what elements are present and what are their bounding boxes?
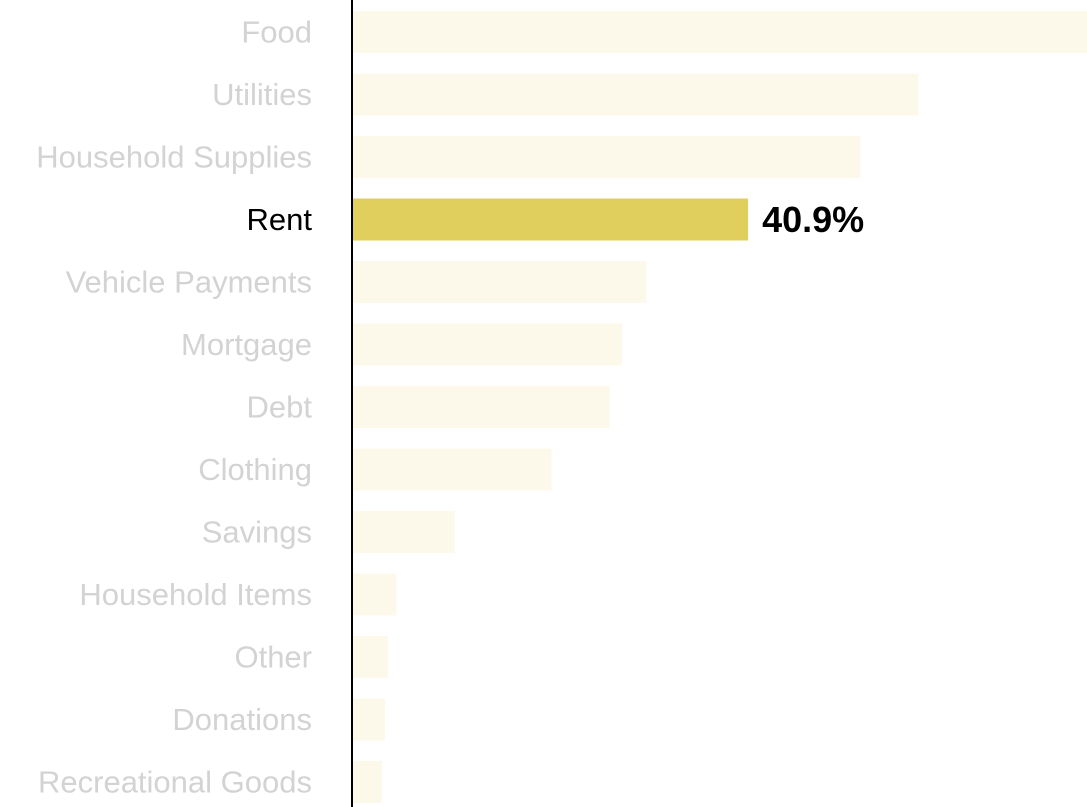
category-label-food: Food	[241, 15, 312, 50]
bar-household-supplies	[352, 136, 861, 178]
category-label-utilities: Utilities	[212, 77, 312, 112]
category-label-household-items: Household Items	[79, 577, 312, 612]
category-label-vehicle-payments: Vehicle Payments	[66, 265, 312, 300]
bar-vehicle-payments	[352, 261, 647, 303]
category-label-savings: Savings	[202, 515, 312, 550]
category-label-mortgage: Mortgage	[181, 327, 312, 362]
bar-other	[352, 636, 388, 678]
category-label-rent: Rent	[247, 202, 313, 237]
bar-clothing	[352, 448, 552, 491]
bar-donations	[352, 698, 385, 741]
bar-utilities	[352, 73, 919, 116]
bar-debt	[352, 386, 610, 428]
bar-recreational-goods	[352, 761, 383, 803]
bars-layer	[352, 11, 1087, 803]
category-label-debt: Debt	[247, 390, 313, 425]
value-labels-layer: 40.9%	[762, 199, 864, 240]
bar-savings	[352, 511, 455, 553]
bar-household-items	[352, 573, 397, 616]
category-label-clothing: Clothing	[198, 452, 312, 487]
bar-rent	[352, 198, 749, 241]
category-labels-layer: Food Utilities Household Supplies Rent Vehic…	[36, 15, 312, 800]
value-label-rent: 40.9%	[762, 199, 864, 240]
category-label-household-supplies: Household Supplies	[36, 140, 312, 175]
category-label-donations: Donations	[172, 702, 312, 737]
category-label-recreational-goods: Recreational Goods	[38, 765, 312, 800]
bar-mortgage	[352, 323, 623, 366]
category-label-other: Other	[234, 640, 312, 675]
bar-food	[352, 11, 1087, 53]
